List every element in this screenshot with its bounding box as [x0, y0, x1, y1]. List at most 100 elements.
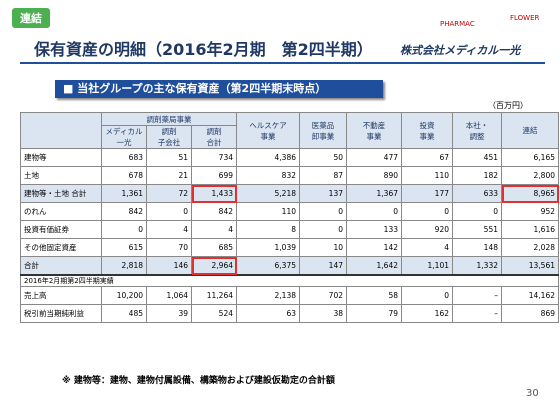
cell: 0 [146, 202, 192, 221]
cell: 72 [146, 184, 192, 203]
cell: 477 [346, 148, 402, 167]
table-row: 合計 2,818 146 2,964 6,375 147 1,642 1,101 1,332 13… [20, 256, 559, 276]
cell: 702 [299, 286, 347, 305]
footnote: ※ 建物等：建物、建物付属設備、構築物および建設仮勘定の合計額 [62, 376, 335, 386]
cell: 0 [346, 202, 402, 221]
cell: 4 [146, 220, 192, 239]
cell: 8,965 [501, 184, 559, 203]
cell: 1,101 [401, 256, 453, 276]
cell: 1,361 [101, 184, 147, 203]
cell: 1,367 [346, 184, 402, 203]
table-row: 売上高 10,200 1,064 11,264 2,138 702 58 0–14,162 [20, 286, 559, 305]
cell: 0 [299, 220, 347, 239]
cell: 63 [236, 304, 300, 323]
row-label: 売上高 [20, 286, 102, 305]
title: 保有資産の明細（2016年2月期 第2四半期） [34, 40, 373, 59]
cell: 1,039 [236, 238, 300, 257]
cell: 39 [146, 304, 192, 323]
cell: 4 [191, 220, 237, 239]
cell: 5,218 [236, 184, 300, 203]
cell: 51 [146, 148, 192, 167]
column-header: 投資 事業 [401, 112, 453, 149]
cell: 6,165 [501, 148, 559, 167]
cell: 0 [299, 202, 347, 221]
cell: 699 [191, 166, 237, 185]
cell: 162 [401, 304, 453, 323]
cell: 133 [346, 220, 402, 239]
table-row: その他固定資産 615 70 685 1,039 10 142 4 148 2,028 [20, 238, 559, 257]
title-rule [20, 62, 545, 64]
cell: 137 [299, 184, 347, 203]
column-header: 本社・ 調整 [452, 112, 502, 149]
logo-flower: FLOWER [510, 14, 540, 22]
cell: 182 [452, 166, 502, 185]
table-row: 建物等 683 51 734 4,386 50 477 67 451 6,165 [20, 148, 559, 167]
cell: 615 [101, 238, 147, 257]
logo-brand: PHARMAC [440, 20, 475, 28]
cell: 21 [146, 166, 192, 185]
sub-header: 調剤 子会社 [146, 125, 192, 149]
cell: 451 [452, 148, 502, 167]
header-row: 調剤薬局事業 ヘルスケア 事業 医薬品 卸事業 不動産 事業 投資 事業 本社・ 調整 連結 [20, 112, 559, 149]
cell: 551 [452, 220, 502, 239]
section-header: ■ 当社グループの主な保有資産（第2四半期末時点） [55, 80, 383, 98]
cell: 485 [101, 304, 147, 323]
cell: 952 [501, 202, 559, 221]
cell: 832 [236, 166, 300, 185]
table-row: のれん 842 0 842 110 0 0 0 0 952 [20, 202, 559, 221]
cell: 11,264 [191, 286, 237, 305]
results-label: 2016年2月期第2四半期実績 [20, 274, 559, 287]
column-header: 不動産 事業 [346, 112, 402, 149]
cell: 67 [401, 148, 453, 167]
cell: 633 [452, 184, 502, 203]
cell: 920 [401, 220, 453, 239]
row-label: 建物等 [20, 148, 102, 167]
cell: 734 [191, 148, 237, 167]
cell: 10 [299, 238, 347, 257]
cell: 4,386 [236, 148, 300, 167]
cell: 79 [346, 304, 402, 323]
cell: – [452, 286, 502, 305]
cell: 8 [236, 220, 300, 239]
row-label: 投資有価証券 [20, 220, 102, 239]
column-header: ヘルスケア 事業 [236, 112, 300, 149]
cell: 683 [101, 148, 147, 167]
cell: 842 [191, 202, 237, 221]
page-number: 30 [526, 388, 539, 399]
group-header: 調剤薬局事業 [101, 112, 237, 126]
table-row: 税引前当期純利益 485 39 524 63 38 79 162–869 [20, 304, 559, 323]
column-header: 連結 [501, 112, 559, 149]
cell: 0 [452, 202, 502, 221]
row-label: 税引前当期純利益 [20, 304, 102, 323]
cell: 58 [346, 286, 402, 305]
cell: 869 [501, 304, 559, 323]
cell: 842 [101, 202, 147, 221]
cell: 678 [101, 166, 147, 185]
cell: 14,162 [501, 286, 559, 305]
company-name: 株式会社メディカル一光 [400, 44, 521, 57]
subheader-row: メディカル 一光 調剤 子会社 調剤 合計 [21, 125, 559, 149]
cell: 1,433 [191, 184, 237, 203]
cell: 890 [346, 166, 402, 185]
table-row: 土地 678 21 699 832 87 890 110 182 2,800 [20, 166, 559, 185]
cell: 0 [401, 202, 453, 221]
row-label: 合計 [20, 256, 102, 276]
cell: 2,800 [501, 166, 559, 185]
table-row: 投資有価証券 0 4 4 8 0 133 920 551 1,616 [20, 220, 559, 239]
cell: 148 [452, 238, 502, 257]
cell: 1,642 [346, 256, 402, 276]
cell: 70 [146, 238, 192, 257]
cell: 147 [299, 256, 347, 276]
asset-table: 調剤薬局事業 ヘルスケア 事業 医薬品 卸事業 不動産 事業 投資 事業 本社・ 調整 連結… [20, 112, 559, 323]
unit: （百万円） [488, 101, 528, 110]
column-header: 医薬品 卸事業 [299, 112, 347, 149]
cell: 1,332 [452, 256, 502, 276]
cell: 110 [401, 166, 453, 185]
cell: 2,138 [236, 286, 300, 305]
row-label: のれん [20, 202, 102, 221]
row-label: 建物等・土地 合計 [20, 184, 102, 203]
cell: 0 [101, 220, 147, 239]
sub-header: メディカル 一光 [101, 125, 147, 149]
cell: 6,375 [236, 256, 300, 276]
